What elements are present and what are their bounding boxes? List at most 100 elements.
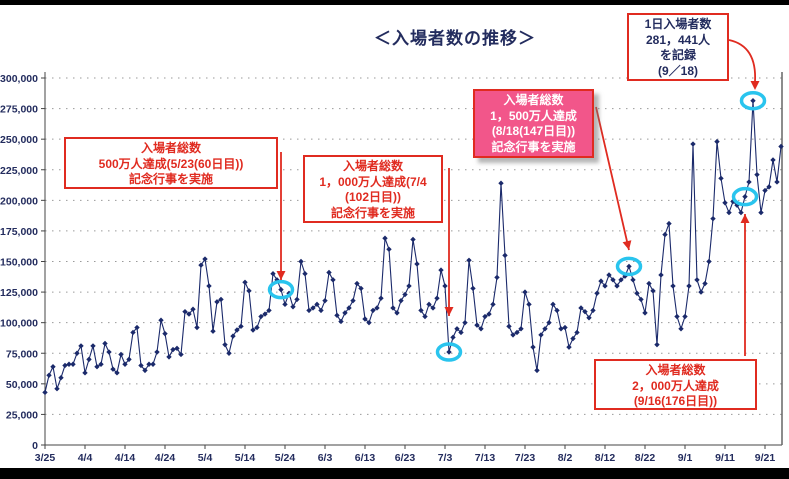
data-point (598, 278, 604, 284)
data-point (462, 319, 468, 326)
data-point (226, 350, 232, 356)
data-point (358, 285, 364, 292)
data-point (522, 289, 528, 295)
annotation-line: 281，441人 (645, 32, 711, 47)
annotation-line: 入場者総数 (645, 363, 706, 377)
data-point (778, 143, 784, 150)
y-axis-label: 0 (32, 440, 38, 452)
data-point (58, 375, 64, 381)
data-point (526, 301, 532, 308)
data-point (550, 301, 556, 308)
data-point (630, 277, 636, 283)
data-point (150, 361, 156, 367)
data-point (86, 356, 92, 363)
data-point (754, 171, 760, 178)
annotation-line: 500万人達成(5/23(60日目)) (98, 156, 244, 171)
data-point (110, 366, 116, 372)
data-point (586, 315, 592, 321)
data-point (506, 323, 512, 330)
data-point (218, 296, 224, 303)
data-point (674, 313, 680, 320)
data-point (190, 306, 196, 312)
data-point (378, 295, 384, 301)
annotation-line: 1，500万人達成 (490, 108, 577, 123)
data-point (662, 231, 668, 238)
data-point (610, 277, 616, 283)
y-axis-label: 150,000 (0, 257, 38, 269)
data-point (666, 220, 672, 227)
data-point (46, 372, 52, 378)
data-point (162, 330, 168, 337)
data-point (322, 297, 328, 304)
data-point (166, 354, 172, 360)
data-point (554, 307, 560, 314)
data-point (654, 341, 660, 348)
chart-title: ＜入場者数の推移＞ (374, 29, 536, 48)
data-point (642, 310, 648, 316)
data-point (170, 346, 176, 353)
data-point (374, 305, 380, 311)
annotation-line: (9/16(176日目)) (633, 394, 718, 408)
data-point (750, 98, 756, 104)
data-point (606, 272, 612, 278)
x-axis-label: 8/12 (595, 452, 616, 464)
data-point (694, 277, 700, 283)
data-point (106, 349, 112, 355)
data-point (270, 271, 276, 277)
data-point (494, 274, 500, 281)
data-point (418, 307, 424, 314)
data-point (366, 319, 372, 326)
data-point (682, 313, 688, 320)
annotation-line: 2，000万人達成 (632, 378, 719, 393)
callout-arrow (728, 39, 756, 83)
data-point (510, 332, 516, 338)
data-point (42, 389, 48, 396)
data-point (238, 323, 244, 330)
data-point (70, 361, 76, 367)
x-axis-label: 8/2 (558, 452, 573, 464)
data-point (338, 318, 344, 325)
data-point (498, 180, 504, 186)
data-point (178, 351, 184, 358)
data-point (422, 313, 428, 320)
data-point (726, 209, 732, 216)
x-axis-label: 4/4 (78, 452, 93, 464)
data-point (746, 179, 752, 185)
data-point (282, 301, 288, 308)
data-point (146, 361, 152, 367)
x-axis-label: 6/23 (395, 452, 416, 464)
data-point (62, 362, 68, 369)
data-point (82, 370, 88, 376)
data-point (698, 289, 704, 295)
bottom-black-border (0, 468, 789, 479)
data-point (186, 311, 192, 317)
data-point (706, 258, 712, 265)
data-point (762, 187, 768, 194)
data-point (710, 215, 716, 222)
data-point (758, 209, 764, 216)
highlight-circle (615, 256, 643, 277)
data-point (474, 322, 480, 328)
data-point (722, 200, 728, 206)
data-point (202, 256, 208, 262)
data-point (394, 310, 400, 316)
data-point (458, 329, 464, 336)
data-point (742, 193, 748, 200)
arrowhead (444, 307, 454, 316)
x-axis-label: 6/13 (355, 452, 376, 464)
data-point (194, 324, 200, 331)
data-point (602, 283, 608, 289)
y-axis-label: 75,000 (6, 348, 38, 360)
data-point (702, 280, 708, 287)
data-point (766, 184, 772, 190)
data-point (346, 305, 352, 311)
callout-arrow (595, 106, 630, 251)
data-point (658, 272, 664, 278)
data-point (298, 258, 304, 265)
data-point (382, 235, 388, 241)
x-axis-label: 8/22 (635, 452, 656, 464)
data-point (558, 326, 564, 332)
data-point (310, 305, 316, 311)
data-point (546, 319, 552, 326)
